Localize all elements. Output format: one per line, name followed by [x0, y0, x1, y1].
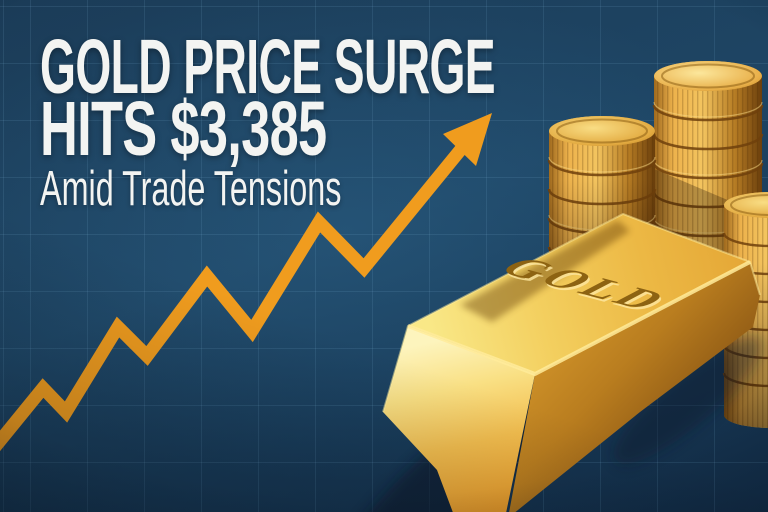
subheadline: Amid Trade Tensions	[40, 162, 342, 216]
headline-line-1: GOLD PRICE SURGE	[40, 24, 496, 110]
headline-line-2: HITS $3,385	[40, 86, 327, 172]
title-card: GOLD PRICE SURGE HITS $3,385 Amid Trade …	[40, 24, 768, 216]
